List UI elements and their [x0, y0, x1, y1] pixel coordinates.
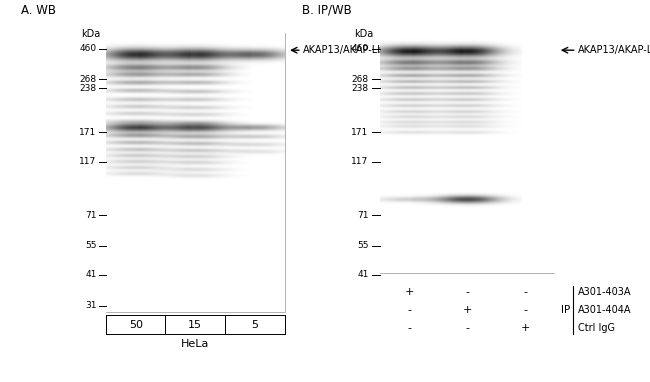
Text: 117: 117 — [79, 157, 97, 166]
Text: IP: IP — [560, 305, 570, 315]
Text: 50: 50 — [129, 320, 143, 330]
Text: -: - — [408, 323, 411, 333]
Bar — [380, 32, 554, 273]
Text: 268: 268 — [79, 74, 97, 84]
Text: AKAP13/AKAP-Lbc: AKAP13/AKAP-Lbc — [303, 45, 390, 55]
Bar — [106, 32, 285, 312]
Text: HeLa: HeLa — [181, 340, 209, 350]
Text: kDa: kDa — [81, 29, 101, 39]
Text: AKAP13/AKAP-Lbc: AKAP13/AKAP-Lbc — [578, 45, 650, 55]
Text: 238: 238 — [352, 84, 369, 93]
Text: A. WB: A. WB — [21, 3, 56, 16]
Text: kDa: kDa — [354, 29, 374, 39]
Text: 238: 238 — [79, 84, 97, 93]
Text: +: + — [521, 323, 530, 333]
Text: -: - — [523, 305, 527, 315]
Text: -: - — [408, 305, 411, 315]
Text: 41: 41 — [85, 270, 97, 279]
Text: 268: 268 — [352, 74, 369, 84]
Text: A301-403A: A301-403A — [578, 288, 632, 298]
Text: -: - — [465, 288, 469, 298]
Text: -: - — [523, 288, 527, 298]
Text: 41: 41 — [357, 270, 369, 279]
Text: +: + — [463, 305, 472, 315]
Text: 171: 171 — [79, 128, 97, 136]
Text: 31: 31 — [85, 301, 97, 311]
Text: B. IP/WB: B. IP/WB — [302, 3, 352, 16]
Text: 460: 460 — [79, 44, 97, 53]
Text: Ctrl IgG: Ctrl IgG — [578, 323, 616, 333]
Text: 15: 15 — [188, 320, 202, 330]
Text: 55: 55 — [357, 241, 369, 251]
Text: 171: 171 — [351, 128, 369, 136]
Text: A301-404A: A301-404A — [578, 305, 632, 315]
Text: +: + — [405, 288, 414, 298]
Text: 55: 55 — [85, 241, 97, 251]
Text: 5: 5 — [252, 320, 258, 330]
Text: 460: 460 — [352, 44, 369, 53]
Text: 71: 71 — [357, 211, 369, 220]
Text: -: - — [465, 323, 469, 333]
Text: 117: 117 — [351, 157, 369, 166]
Text: 71: 71 — [85, 211, 97, 220]
